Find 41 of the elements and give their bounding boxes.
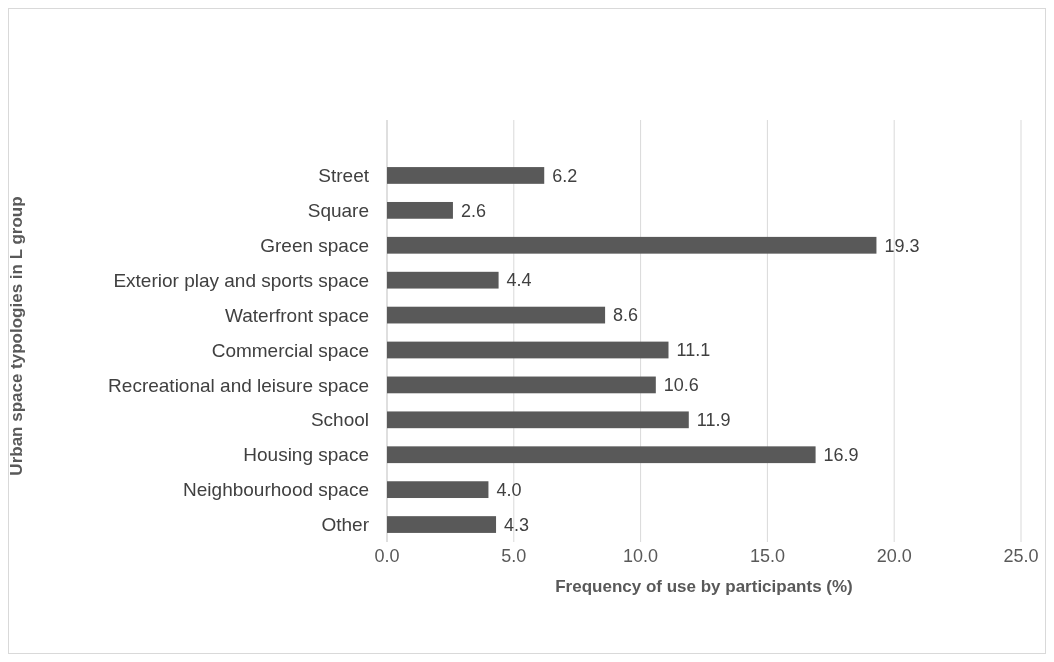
bar <box>387 201 453 219</box>
data-label: 19.3 <box>884 235 920 256</box>
x-tick-label: 0.0 <box>374 546 400 566</box>
bar <box>387 167 545 184</box>
data-label: 10.6 <box>663 375 699 396</box>
data-label: 11.1 <box>676 340 711 361</box>
bar <box>387 306 606 324</box>
bar <box>387 446 816 464</box>
x-tick-label: 20.0 <box>876 546 912 566</box>
y-axis-title: Urban space typologies in L group <box>7 196 26 476</box>
y-tick-label: Housing space <box>243 444 369 466</box>
data-label: 4.3 <box>504 514 530 535</box>
data-label: 8.6 <box>613 305 639 326</box>
y-tick-label: Street <box>318 165 370 187</box>
data-label: 4.0 <box>496 479 522 500</box>
y-tick-label: Square <box>307 200 369 222</box>
bar <box>387 271 499 289</box>
x-axis-title: Frequency of use by participants (%) <box>555 577 853 596</box>
x-tick-label: 5.0 <box>501 546 527 566</box>
y-tick-label: Neighbourhood space <box>183 479 369 501</box>
x-tick-label: 25.0 <box>1003 546 1039 566</box>
bar <box>387 411 689 429</box>
y-tick-label: School <box>310 409 369 431</box>
y-tick-label: Recreational and leisure space <box>108 374 369 396</box>
x-tick-label: 15.0 <box>749 546 785 566</box>
x-tick-label: 10.0 <box>623 546 659 566</box>
bar <box>387 236 877 254</box>
y-tick-label: Commercial space <box>211 339 369 361</box>
bar <box>387 376 656 394</box>
y-tick-label: Waterfront space <box>225 304 369 326</box>
bar <box>387 516 497 533</box>
data-label: 2.6 <box>460 200 486 221</box>
bar <box>387 341 669 359</box>
data-label: 16.9 <box>823 445 859 466</box>
data-label: 6.2 <box>552 165 578 186</box>
y-tick-label: Exterior play and sports space <box>113 269 369 291</box>
bar <box>387 481 489 499</box>
y-tick-label: Green space <box>260 234 369 256</box>
data-label: 11.9 <box>696 410 731 431</box>
data-label: 4.4 <box>506 270 532 291</box>
y-tick-label: Other <box>321 514 370 536</box>
